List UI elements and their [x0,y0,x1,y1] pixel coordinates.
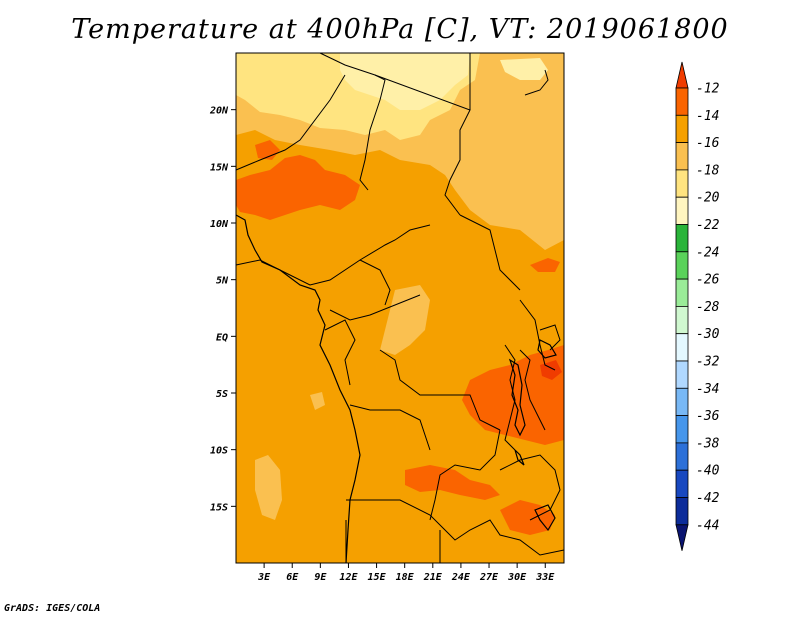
region-central-light [380,285,430,355]
y-tick-label: 5S [216,389,228,400]
region-lightest-east [500,58,548,80]
x-tick-label: 9E [314,572,327,583]
y-tick-label: 10N [210,219,229,230]
x-tick-label: 15E [368,572,387,583]
footer-credit: GrADS: IGES/COLA [4,603,101,614]
colorbar-swatch [675,415,689,444]
colorbar-label: -30 [696,327,720,342]
colorbar-swatch [675,497,689,526]
x-tick-label: 30E [507,572,527,583]
colorbar-swatch [675,387,689,416]
x-axis: 3E 6E 9E 12E 15E 18E 21E 24E 27E 30E 33E [257,563,555,583]
region-lightest [340,53,470,110]
y-tick-label: EQ [216,332,228,343]
colorbar-label: -12 [696,82,720,97]
x-tick-label: 21E [423,572,443,583]
x-tick-label: 24E [451,572,471,583]
x-tick-label: 18E [396,572,415,583]
colorbar-label: -24 [696,245,719,260]
colorbar-swatch [675,442,689,471]
colorbar-swatch [675,169,689,198]
colorbar-label: -28 [696,300,720,315]
colorbar-bottom-arrow [675,524,689,551]
y-tick-label: 15N [210,162,229,173]
colorbar-label: -18 [696,163,720,178]
colorbar-label: -14 [696,109,719,124]
colorbar-label: -16 [696,136,720,151]
colorbar-label: -40 [696,464,720,479]
colorbar-top-arrow [675,61,689,89]
colorbar-swatch [675,278,689,307]
colorbar-label: -20 [696,191,720,206]
colorbar-swatch [675,142,689,171]
y-tick-label: 10S [210,446,228,457]
colorbar-label: -22 [696,218,720,233]
map-title: Temperature at 400hPa [C], VT: 201906180… [71,14,729,45]
colorbar-swatch [675,196,689,225]
colorbar-label: -32 [696,355,720,370]
region-zambia-warm [405,465,500,500]
colorbar-label: -36 [696,409,720,424]
map-frame [235,52,565,564]
map-panel: 3E 6E 9E 12E 15E 18E 21E 24E 27E 30E 33E 20N 15N 10N… [209,52,565,583]
colorbar-label: -38 [696,436,720,451]
region-east-africa-warm [462,345,564,445]
region-southwest-light [255,455,282,520]
colorbar-swatch [675,469,689,498]
temperature-field [236,53,564,563]
x-tick-label: 12E [339,572,358,583]
colorbar-label: -42 [696,491,720,506]
region-zambezi-warm [500,500,555,535]
region-east-warm-spot [530,258,560,272]
x-tick-label: 27E [479,572,499,583]
y-tick-label: 5N [216,276,229,287]
y-tick-label: 20N [209,106,229,117]
colorbar-label: -44 [696,518,719,533]
x-tick-label: 33E [535,572,555,583]
country-borders [235,52,565,563]
region-west-africa-warm [236,155,360,220]
y-tick-label: 15S [210,502,228,513]
coastline [235,214,361,564]
colorbar-label: -26 [696,273,720,288]
x-tick-label: 3E [257,572,271,583]
x-tick-label: 6E [286,572,299,583]
colorbar-swatch [675,360,689,389]
colorbar-swatch [675,251,689,280]
colorbar-swatch [675,114,689,144]
region-west-light [310,392,325,410]
colorbar-swatch [675,305,689,335]
colorbar-swatch [675,333,689,362]
colorbar-swatch [675,224,689,253]
colorbar-swatch [675,87,689,116]
lakes [508,339,557,532]
y-axis: 20N 15N 10N 5N EQ 5S 10S 15S [209,106,236,513]
colorbar-label: -34 [696,382,719,397]
colorbar: -12 -14 -16 -18 -20 -22 -24 -26 -28 -30 -32 -34 -36 -… [675,61,720,551]
